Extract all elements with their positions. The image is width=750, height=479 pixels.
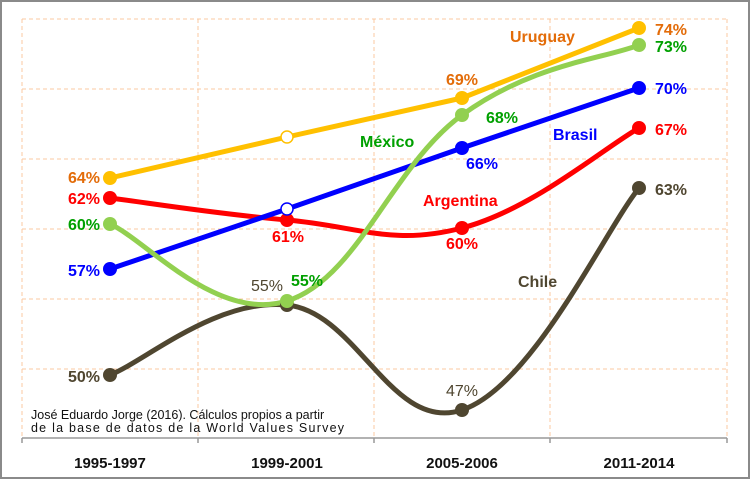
- data-labels: 50% 55% 47% 63% 62% 61% 60% 67% 57% 66% 70% 60% 55% 6…: [68, 22, 687, 400]
- data-label-chile: 47%: [446, 383, 478, 400]
- series-markers: [103, 21, 646, 417]
- data-point-chile: [455, 403, 469, 417]
- data-label-argentina: 67%: [655, 122, 687, 139]
- source-line-2: de la base de datos de la World Values S…: [31, 421, 345, 435]
- data-point-argentina: [632, 121, 646, 135]
- data-point-uruguay: [455, 91, 469, 105]
- data-label-brasil: 57%: [68, 263, 100, 280]
- series-line-uruguay: [107, 25, 642, 181]
- series-name-uruguay: Uruguay: [510, 29, 575, 46]
- x-tick-labels: 1995-1997 1999-2001 2005-2006 2011-2014: [74, 455, 675, 472]
- data-label-mexico: 68%: [486, 110, 518, 127]
- data-point-argentina: [280, 213, 294, 227]
- source-note: José Eduardo Jorge (2016). Cálculos prop…: [31, 408, 345, 435]
- data-label-brasil: 70%: [655, 81, 687, 98]
- series-line-chile: [107, 185, 642, 416]
- source-line-1: José Eduardo Jorge (2016). Cálculos prop…: [31, 408, 324, 422]
- series-line-brasil: [107, 85, 642, 272]
- data-point-brasil: [455, 141, 469, 155]
- data-label-brasil: 66%: [466, 156, 498, 173]
- x-tick-label: 2011-2014: [604, 455, 676, 472]
- data-label-mexico: 73%: [655, 39, 687, 56]
- data-label-chile: 55%: [251, 278, 283, 295]
- data-point-uruguay: [632, 21, 646, 35]
- x-tick-label: 1995-1997: [74, 455, 146, 472]
- data-label-uruguay: 74%: [655, 22, 687, 39]
- data-label-mexico: 60%: [68, 217, 100, 234]
- gridlines: [21, 18, 728, 438]
- series-line-mexico: [107, 42, 642, 308]
- data-point-uruguay: [103, 171, 117, 185]
- x-axis: [21, 437, 728, 443]
- series-names: Uruguay México Brasil Argentina Chile: [360, 29, 597, 291]
- x-tick-label: 1999-2001: [251, 455, 323, 472]
- series-name-brasil: Brasil: [553, 127, 597, 144]
- data-label-chile: 63%: [655, 182, 687, 199]
- series-name-mexico: México: [360, 134, 414, 151]
- data-label-uruguay: 69%: [446, 72, 478, 89]
- data-label-uruguay: 64%: [68, 170, 100, 187]
- data-point-mexico: [632, 38, 646, 52]
- data-label-argentina: 62%: [68, 191, 100, 208]
- series-name-chile: Chile: [518, 274, 557, 291]
- data-point-mexico: [455, 108, 469, 122]
- data-point-argentina: [455, 221, 469, 235]
- data-point-chile: [632, 181, 646, 195]
- data-point-brasil: [632, 81, 646, 95]
- series-name-argentina: Argentina: [423, 193, 498, 210]
- series-lines: [107, 25, 642, 416]
- data-point-chile: [103, 368, 117, 382]
- data-point-uruguay: [280, 130, 294, 144]
- data-label-chile: 50%: [68, 369, 100, 386]
- x-tick-label: 2005-2006: [426, 455, 498, 472]
- data-point-brasil: [280, 202, 294, 216]
- data-label-argentina: 60%: [446, 236, 478, 253]
- data-point-mexico: [103, 217, 117, 231]
- data-label-mexico: 55%: [291, 273, 323, 290]
- series-line-argentina: [107, 125, 642, 239]
- data-point-brasil: [103, 262, 117, 276]
- data-label-argentina: 61%: [272, 229, 304, 246]
- data-point-mexico: [280, 294, 294, 308]
- data-point-argentina: [103, 191, 117, 205]
